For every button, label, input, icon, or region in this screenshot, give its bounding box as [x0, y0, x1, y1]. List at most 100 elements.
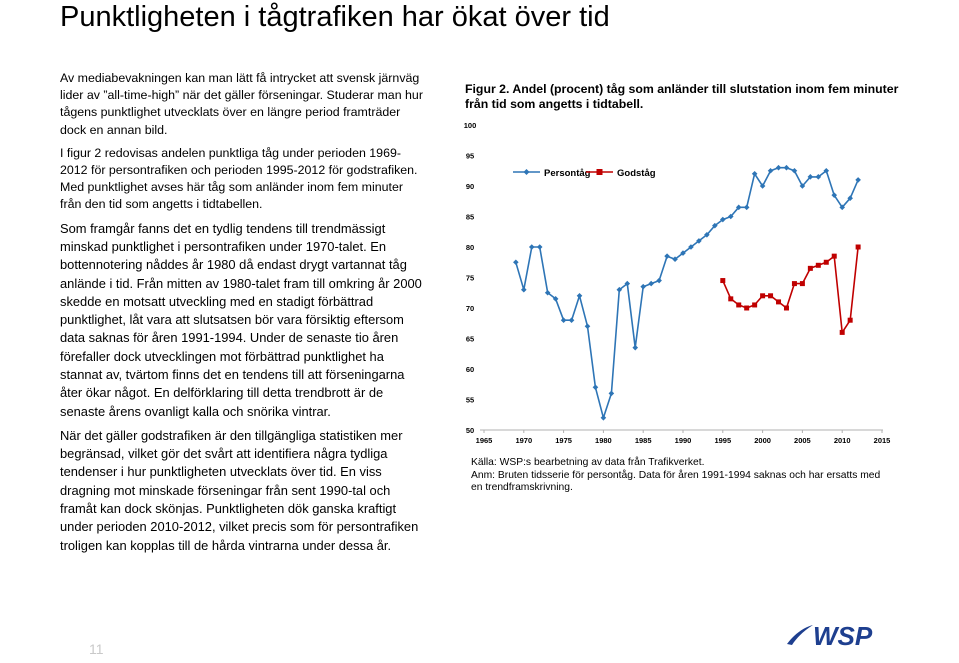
y-tick-label: 95 — [466, 152, 474, 161]
persontag-point — [648, 280, 654, 287]
persontag-point — [552, 296, 559, 302]
logo-swoosh-icon — [787, 625, 813, 645]
persontag-point — [624, 280, 631, 287]
persontag-point — [616, 286, 623, 293]
persontag-point — [839, 204, 845, 211]
persontag-point — [799, 183, 806, 189]
godstag-point — [855, 244, 861, 250]
body-text: Av mediabevakningen kan man lätt få intr… — [60, 70, 425, 561]
persontag-point — [831, 192, 838, 198]
godstag-point — [847, 317, 853, 323]
y-tick-label: 60 — [466, 365, 474, 374]
godstag-point — [736, 302, 742, 308]
legend-godstag-label: Godståg — [617, 168, 656, 179]
persontag-point — [712, 222, 718, 229]
godstag-point — [823, 259, 829, 265]
paragraph-intro: Av mediabevakningen kan man lätt få intr… — [60, 71, 423, 137]
x-tick-label: 1980 — [595, 436, 612, 445]
persontag-point — [640, 283, 646, 290]
persontag-point — [560, 317, 567, 323]
paragraph-godstrafik: När det gäller godstrafiken är den tillg… — [60, 427, 419, 553]
godstag-point — [768, 293, 774, 299]
persontag-point — [727, 213, 734, 220]
y-tick-label: 100 — [464, 121, 477, 130]
godstag-point — [791, 281, 797, 287]
source-line: Källa: WSP:s bearbetning av data från Tr… — [471, 457, 705, 468]
godstag-point — [799, 281, 805, 287]
persontag-point — [608, 390, 615, 397]
godstag-point — [807, 265, 813, 271]
legend-godstag-marker — [596, 169, 603, 175]
persontag-point — [791, 167, 798, 174]
persontag-point — [751, 171, 758, 177]
wsp-logo: WSP — [783, 615, 883, 658]
persontag-point — [664, 253, 670, 259]
persontag-point — [823, 167, 830, 174]
y-tick-label: 70 — [466, 304, 474, 313]
persontag-point — [855, 177, 861, 183]
persontag-point — [584, 323, 591, 330]
y-tick-label: 85 — [466, 213, 474, 222]
godstag-point — [831, 253, 837, 259]
page-title: Punktligheten i tågtrafiken har ökat öve… — [60, 1, 610, 33]
x-tick-label: 1975 — [555, 436, 572, 445]
x-tick-label: 2005 — [794, 436, 811, 445]
x-tick-label: 1995 — [714, 436, 731, 445]
persontag-point — [576, 293, 583, 299]
godstag-point — [760, 293, 766, 299]
persontag-point — [592, 384, 599, 391]
x-tick-label: 1990 — [675, 436, 692, 445]
godstag-point — [839, 329, 845, 335]
persontag-point — [815, 174, 822, 180]
figure-source: Källa: WSP:s bearbetning av data från Tr… — [471, 457, 891, 495]
godstag-point — [776, 299, 782, 305]
x-tick-label: 2010 — [834, 436, 851, 445]
figure-caption: Figur 2. Andel (procent) tåg som anlände… — [465, 82, 899, 111]
chart-svg: 50 55 60 65 70 75 80 85 90 95 100 1965 1970 1975 1980… — [458, 117, 898, 451]
persontag-point — [568, 317, 575, 323]
x-tick-label: 1965 — [476, 436, 493, 445]
series-persontag-line — [515, 166, 859, 419]
godstag-point — [752, 302, 758, 308]
persontag-point — [544, 289, 551, 296]
y-tick-label: 50 — [466, 426, 474, 435]
godstag-point — [728, 296, 734, 302]
persontag-point — [513, 259, 519, 266]
y-tick-label: 55 — [466, 396, 474, 405]
legend-persontag-marker — [523, 169, 530, 175]
chart-background — [458, 117, 898, 451]
persontag-point — [672, 256, 678, 262]
paragraph-persontrafik: Som framgår fanns det en tydlig tendens … — [60, 220, 422, 419]
x-tick-label: 1985 — [635, 436, 652, 445]
legend-persontag-label: Persontåg — [544, 168, 591, 179]
note-line: Anm: Bruten tidsserie för persontåg. Dat… — [471, 469, 881, 494]
y-tick-label: 90 — [466, 182, 474, 191]
x-tick-label: 1970 — [515, 436, 532, 445]
persontag-point — [696, 238, 702, 244]
y-tick-label: 75 — [466, 274, 474, 283]
persontag-point — [743, 204, 750, 211]
page-number: 11 — [89, 641, 104, 657]
godstag-point — [744, 305, 750, 311]
persontag-point — [767, 167, 774, 174]
x-tick-label: 2000 — [754, 436, 771, 445]
persontag-point — [847, 195, 853, 201]
persontag-point — [720, 216, 726, 223]
godstag-point — [783, 305, 789, 311]
wsp-logo-graphic: WSP — [787, 621, 873, 651]
y-tick-label: 65 — [466, 335, 474, 344]
logo-wordmark: WSP — [813, 621, 873, 651]
persontag-point — [759, 183, 766, 189]
persontag-point — [807, 174, 814, 180]
paragraph-figure-reference: I figur 2 redovisas andelen punktliga tå… — [60, 145, 418, 212]
persontag-point — [688, 244, 694, 250]
persontag-point — [536, 244, 543, 250]
persontag-point — [521, 286, 527, 293]
y-tick-label: 80 — [466, 243, 474, 252]
godstag-point — [720, 278, 726, 284]
godstag-point — [815, 262, 821, 268]
x-tick-label: 2015 — [874, 436, 891, 445]
persontag-point — [600, 415, 607, 421]
punctuality-chart: 50 55 60 65 70 75 80 85 90 95 100 1965 1970 1975 1980… — [458, 117, 898, 456]
persontag-point — [735, 204, 742, 211]
